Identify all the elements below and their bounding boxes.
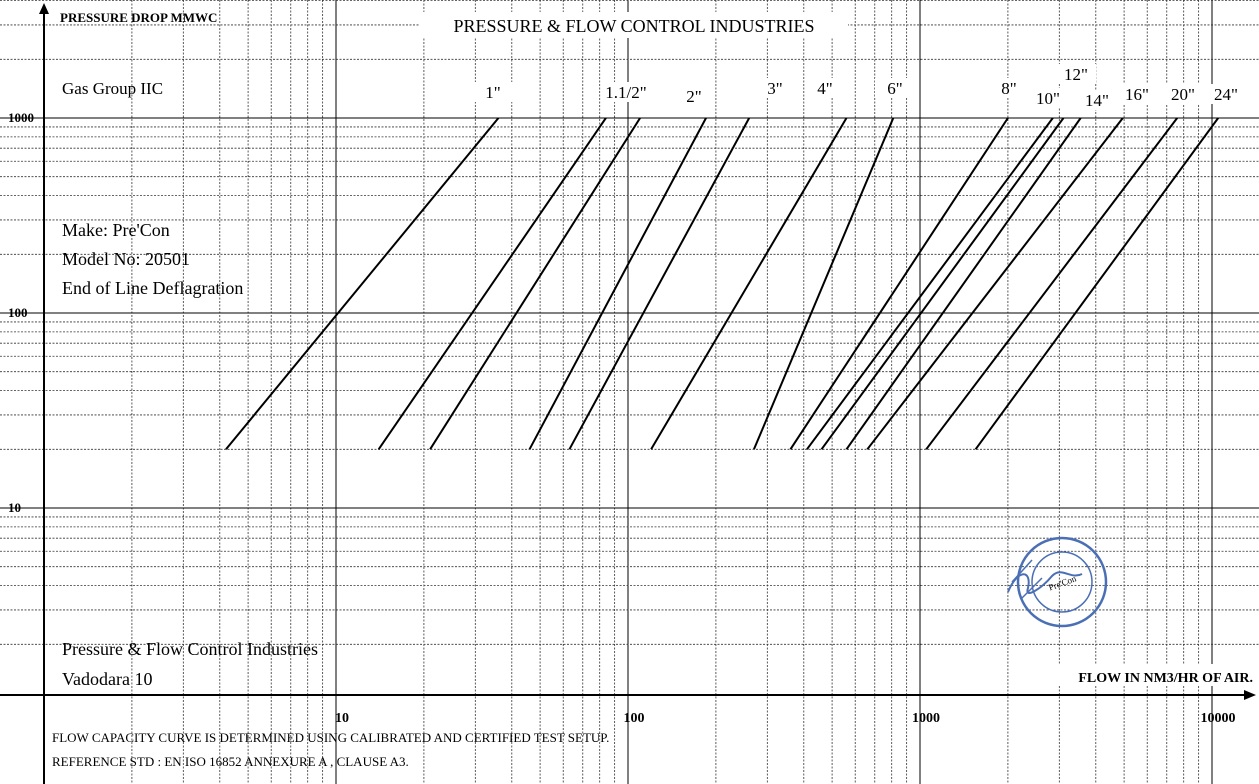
line-size-label: 16" [1125, 85, 1149, 104]
flow-curve [528, 117, 707, 450]
flow-curve [377, 117, 607, 450]
line-label-backdrop [755, 78, 795, 98]
line-label-backdrop [1056, 64, 1096, 84]
y-tick-label: 1000 [8, 110, 34, 125]
xlabel-backdrop [1016, 664, 1256, 686]
flow-curve [925, 117, 1178, 450]
line-size-label: 8" [1001, 79, 1016, 98]
line-label-backdrop [805, 78, 845, 98]
x-tick-label: 10000 [1201, 711, 1236, 726]
note-calibration: FLOW CAPACITY CURVE IS DETERMINED USING … [52, 730, 609, 745]
flow-curve [974, 117, 1219, 450]
line-size-label: 20" [1171, 85, 1195, 104]
flow-curve [650, 117, 848, 450]
line-size-label: 24" [1214, 85, 1238, 104]
axes [0, 3, 1256, 784]
model-label: Model No: 20501 [62, 249, 190, 269]
line-size-label: 14" [1085, 91, 1109, 110]
x-axis-label: FLOW IN NM3/HR OF AIR. [1078, 671, 1253, 686]
flow-curve [568, 117, 751, 450]
flow-curve [753, 117, 895, 450]
y-axis-label: PRESSURE DROP MMWC [60, 10, 217, 25]
x-axis-arrow [1244, 690, 1256, 700]
y-tick-label: 10 [8, 500, 21, 515]
flow-curve [429, 117, 641, 450]
line-label-backdrop [1163, 84, 1203, 104]
city-label: Vadodara 10 [62, 669, 152, 689]
tick-labels: 10 100 1000 10000 1000 100 10 [8, 110, 1236, 726]
line-label-backdrop [674, 86, 714, 106]
line-label-backdrop [606, 82, 646, 102]
line-size-label: 2" [686, 87, 701, 106]
type-label: End of Line Deflagration [62, 278, 243, 298]
y-axis-arrow [39, 3, 49, 14]
flow-curves [225, 117, 1219, 450]
line-size-label: 6" [887, 79, 902, 98]
line-size-label: 1.1/2" [605, 83, 646, 102]
line-label-backdrop [989, 78, 1029, 98]
line-size-label: 1" [485, 83, 500, 102]
line-label-backdrop [1077, 90, 1117, 110]
flow-curve [806, 117, 1054, 450]
chart-title: PRESSURE & FLOW CONTROL INDUSTRIES [453, 16, 814, 36]
flow-curve [789, 117, 1009, 450]
flow-curve [820, 117, 1065, 450]
make-label: Make: Pre'Con [62, 220, 170, 240]
flow-curve [225, 117, 500, 450]
company-label: Pressure & Flow Control Industries [62, 639, 318, 659]
line-label-backdrop [1206, 84, 1246, 104]
gas-group-label: Gas Group IIC [62, 79, 163, 98]
flow-curve [866, 117, 1124, 450]
x-tick-label: 10 [335, 711, 349, 726]
line-label-backdrop [1117, 84, 1157, 104]
line-size-label: 4" [817, 79, 832, 98]
line-size-label: 3" [767, 79, 782, 98]
line-size-labels: 1" 1.1/2" 2" 3" 4" 6" 8" 10"12" 14" 16" 20" 24" [473, 64, 1246, 110]
flow-curve [845, 117, 1082, 450]
x-tick-label: 1000 [912, 711, 940, 726]
line-label-backdrop [473, 82, 513, 102]
title-backdrop [420, 12, 848, 38]
x-tick-label: 100 [624, 711, 645, 726]
note-reference-std: REFERENCE STD : EN ISO 16852 ANNEXURE A … [52, 754, 409, 769]
line-size-label: 10" [1036, 89, 1060, 108]
line-label-backdrop [875, 78, 915, 98]
y-tick-label: 100 [8, 305, 28, 320]
line-size-label: 12" [1064, 65, 1088, 84]
line-label-backdrop [1028, 88, 1068, 108]
